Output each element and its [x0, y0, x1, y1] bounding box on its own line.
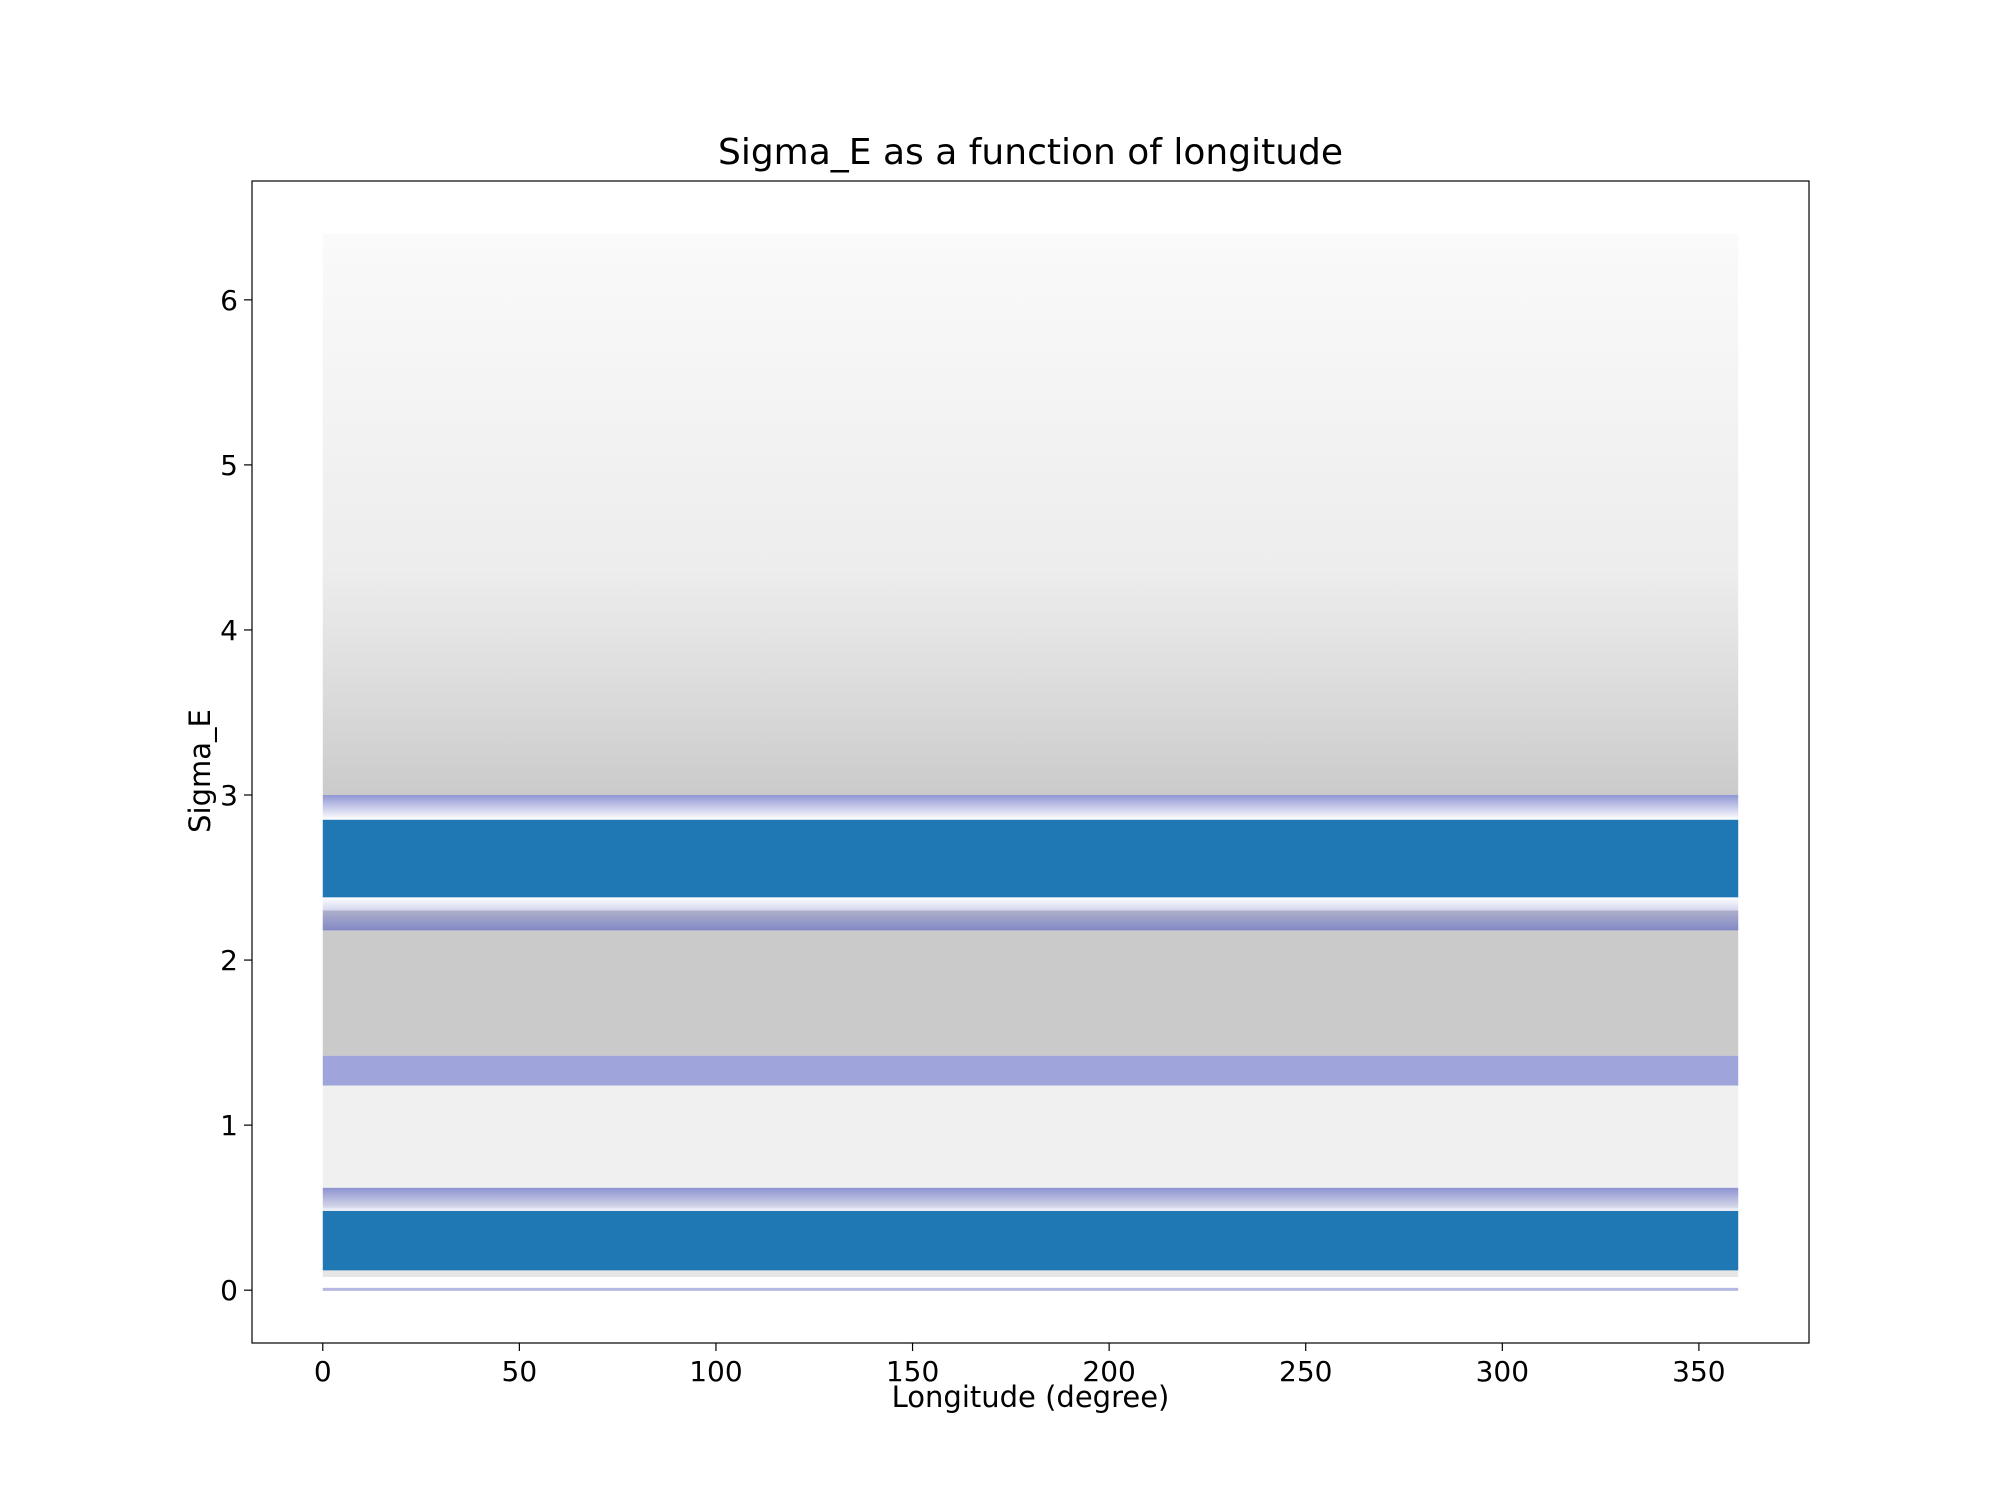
scatter-haze-upper — [322, 233, 1739, 796]
y-tick-label: 2 — [220, 944, 238, 977]
plot-area — [322, 233, 1739, 1291]
x-tick-label: 100 — [689, 1355, 742, 1388]
x-tick-label: 350 — [1672, 1355, 1725, 1388]
scatter-haze-lower — [322, 1085, 1739, 1208]
band-zero — [322, 1287, 1739, 1291]
x-tick-label: 150 — [886, 1355, 939, 1388]
y-tick-label: 5 — [220, 449, 238, 482]
y-axis: 0 1 2 3 4 5 6 — [220, 284, 252, 1307]
chart-title: Sigma_E as a function of longitude — [717, 132, 1344, 173]
y-tick-label: 6 — [220, 284, 238, 317]
x-tick-label: 300 — [1476, 1355, 1529, 1388]
scatter-haze-bottom — [322, 1270, 1739, 1277]
x-tick-label: 200 — [1082, 1355, 1135, 1388]
band-lower-fringe-top — [322, 1187, 1739, 1215]
scatter-haze-middle — [322, 910, 1739, 1056]
y-tick-label: 0 — [220, 1274, 238, 1307]
y-axis-label: Sigma_E — [183, 709, 217, 833]
axes-frame — [251, 180, 1810, 1344]
x-axis-label: Longitude (degree) — [891, 1380, 1170, 1414]
band-middle — [322, 1055, 1739, 1086]
y-tick-label: 3 — [220, 779, 238, 812]
band-upper — [322, 819, 1739, 898]
band-upper-fringe-bottom — [322, 897, 1739, 931]
x-axis: 0 50 100 150 200 250 300 350 — [314, 1343, 1726, 1388]
x-tick-label: 50 — [502, 1355, 538, 1388]
band-lower — [322, 1210, 1739, 1271]
y-tick-label: 1 — [220, 1109, 238, 1142]
x-tick-label: 250 — [1279, 1355, 1332, 1388]
band-upper-fringe-top — [322, 795, 1739, 820]
x-tick-label: 0 — [314, 1355, 332, 1388]
y-tick-label: 4 — [220, 614, 238, 647]
